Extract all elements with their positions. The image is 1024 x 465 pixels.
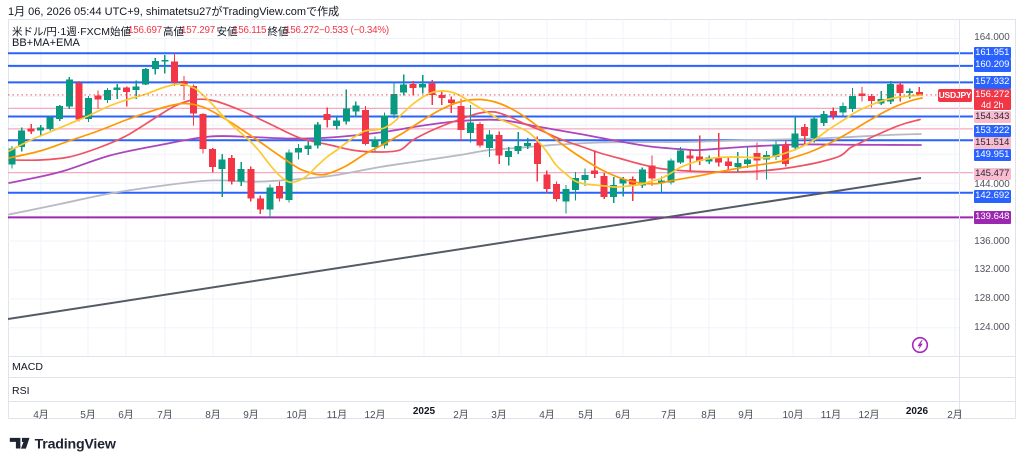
svg-text:TradingView: TradingView <box>35 436 117 452</box>
